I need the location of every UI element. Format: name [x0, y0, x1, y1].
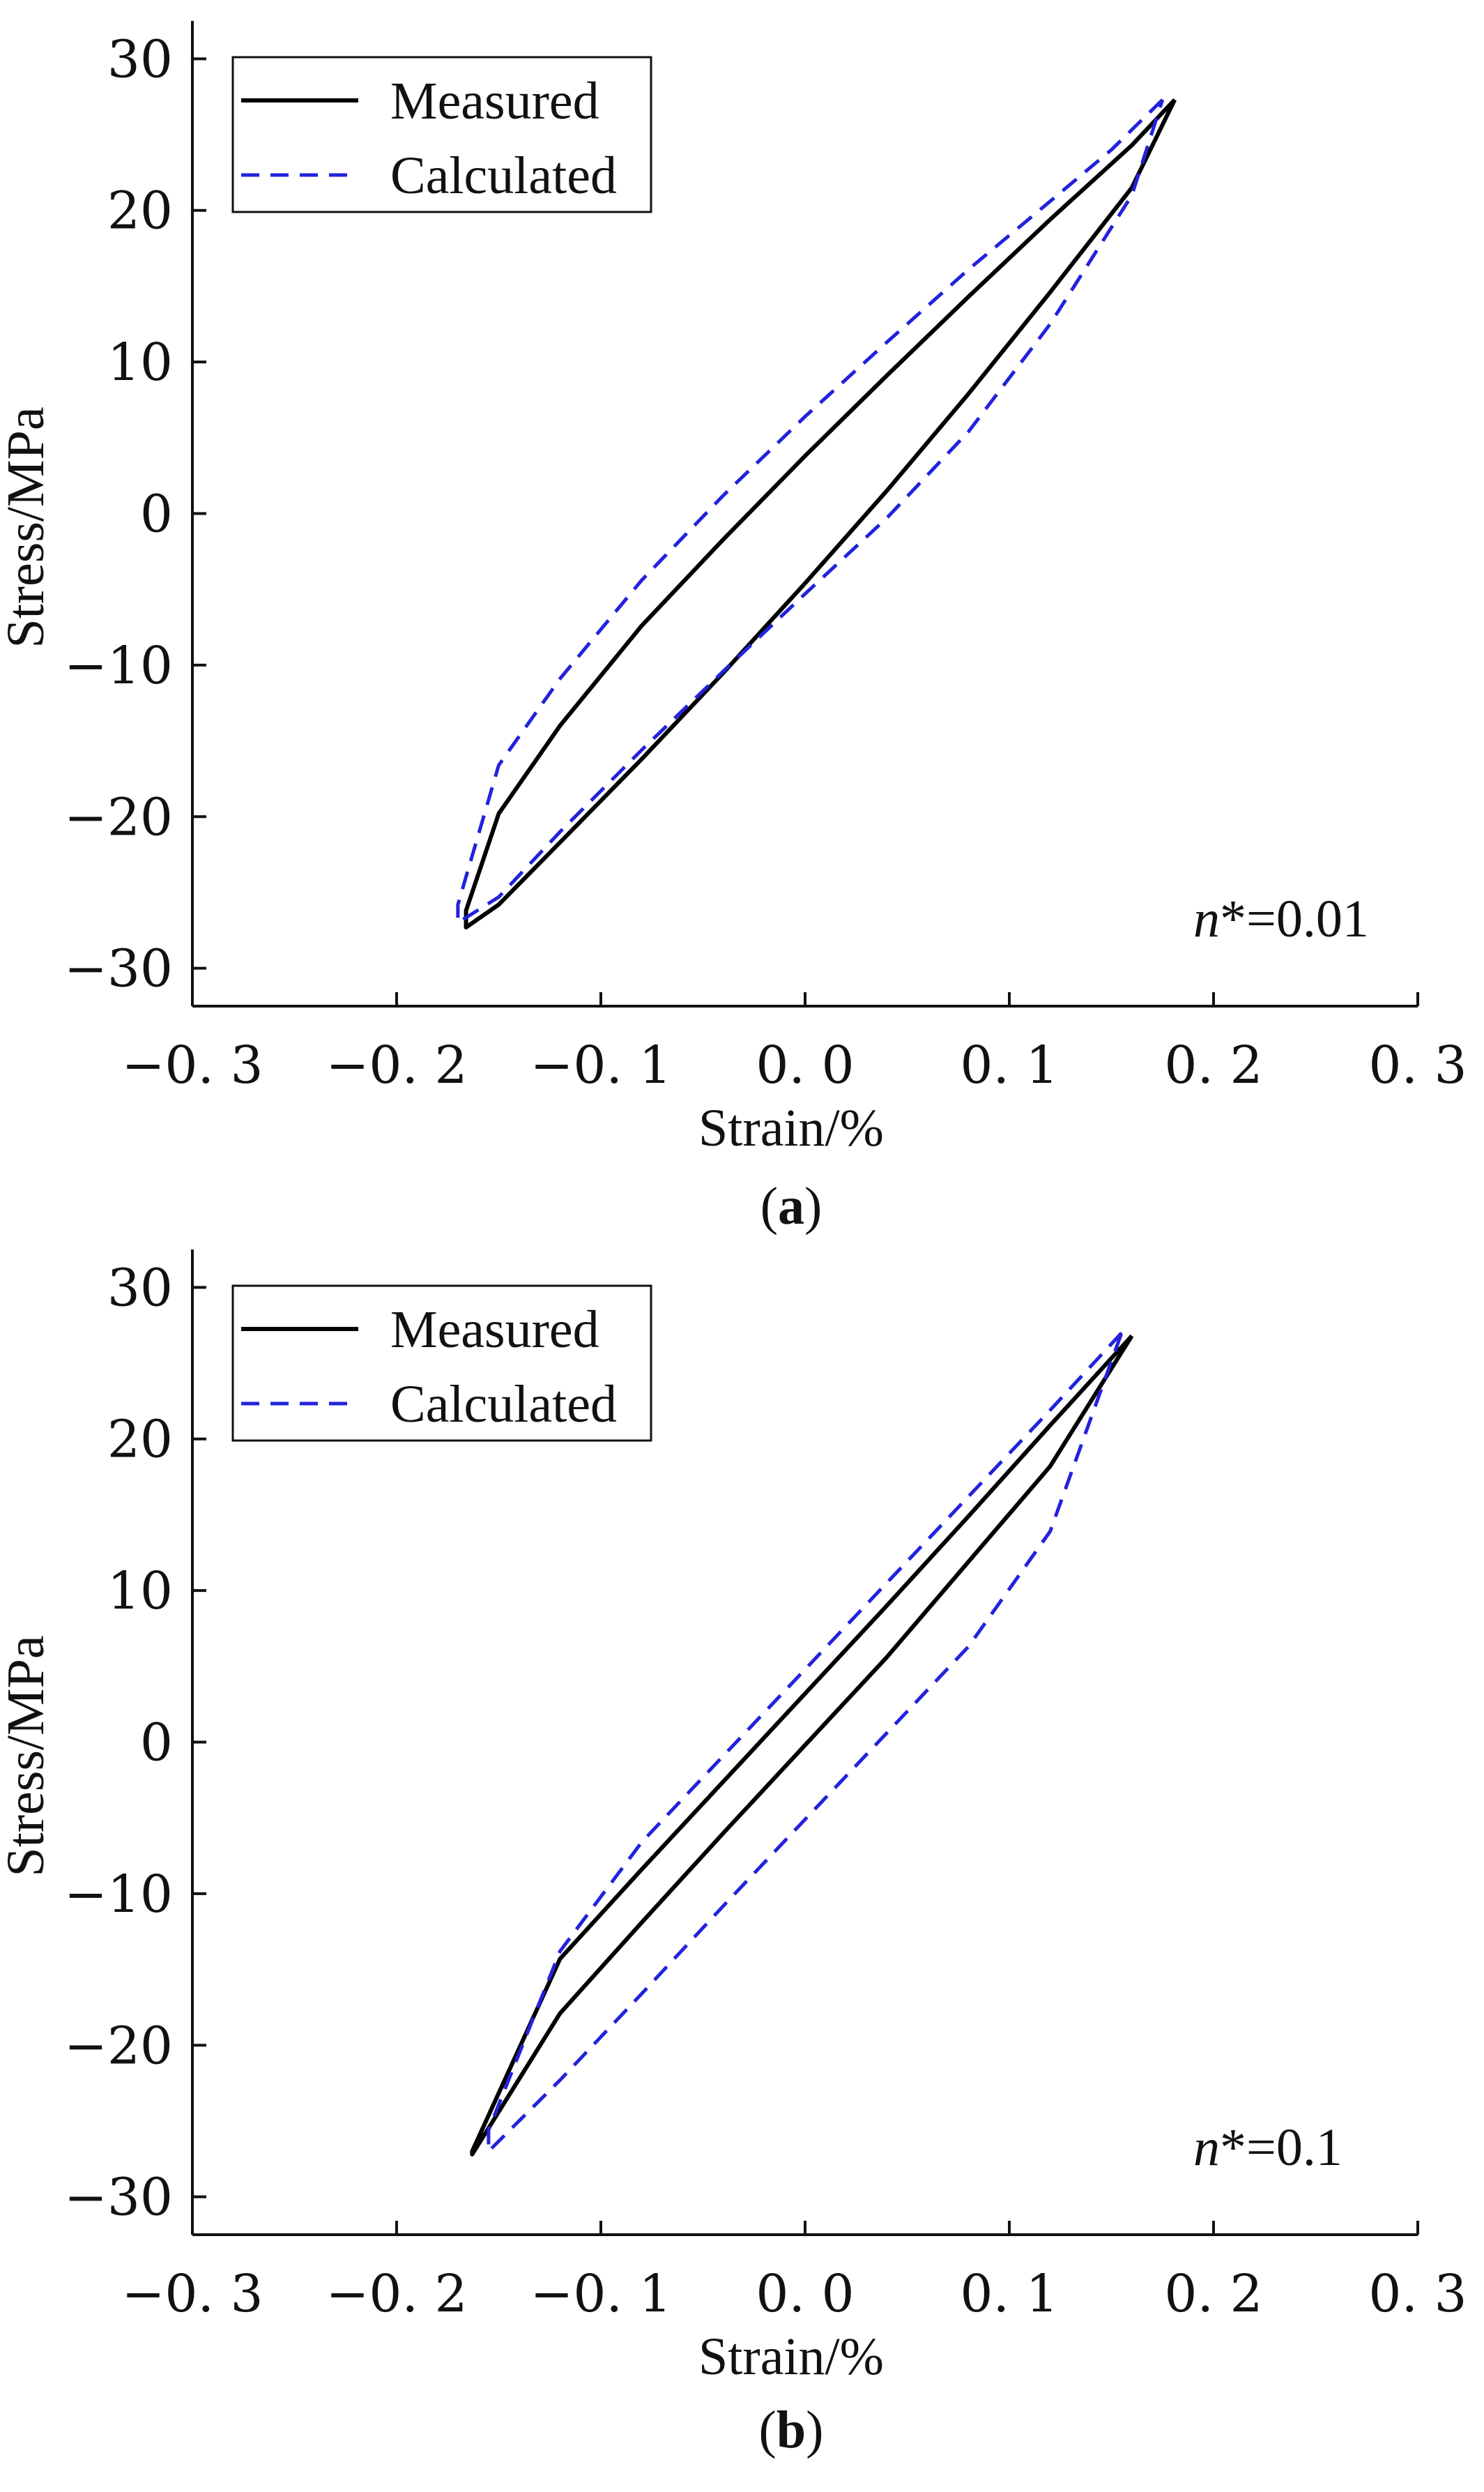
x-tick-label: −0. 2	[326, 2264, 467, 2324]
panel-b: −0. 3 −0. 2 −0. 1 0. 0 0. 1 0. 2 0. 3 −30 −20 −10…	[0, 1249, 1467, 2459]
y-tick-label: 20	[107, 1410, 173, 1470]
n-star-annotation: n*=0.1	[1193, 2118, 1343, 2177]
y-tick-label: 30	[107, 29, 173, 89]
panel-a: −0. 3 −0. 2 −0. 1 0. 0 0. 1 0. 2 0. 3 −30 −20 −10…	[0, 21, 1467, 1236]
x-tick-label: −0. 1	[530, 2264, 671, 2324]
legend-label-calculated: Calculated	[390, 1375, 617, 1434]
x-tick-label: 0. 2	[1164, 2264, 1262, 2324]
y-tick-label: −30	[64, 939, 173, 999]
x-tick-label: 0. 0	[756, 2264, 854, 2324]
legend-label-measured: Measured	[390, 1300, 599, 1359]
x-tick-label: −0. 2	[326, 1035, 467, 1095]
x-tick-label: 0. 0	[756, 1035, 854, 1095]
x-tick-label: −0. 3	[121, 2264, 263, 2324]
x-tick-label: 0. 3	[1368, 1035, 1467, 1095]
x-tick-label: 0. 2	[1164, 1035, 1262, 1095]
x-tick-label: 0. 1	[960, 2264, 1058, 2324]
series-calculated	[487, 1331, 1124, 2153]
y-tick-label: −20	[64, 2016, 173, 2076]
y-tick-label: −10	[64, 1864, 173, 1924]
x-axis-title: Strain/%	[698, 1099, 884, 1157]
n-star-annotation: n*=0.01	[1193, 890, 1369, 948]
legend-label-measured: Measured	[390, 72, 599, 130]
y-tick-label: −20	[64, 787, 173, 847]
y-tick-label: 0	[140, 1713, 173, 1773]
x-tick-label: 0. 1	[960, 1035, 1058, 1095]
series-measured	[464, 98, 1177, 929]
series-calculated	[456, 98, 1165, 925]
y-axis-title: Stress/MPa	[0, 407, 55, 648]
y-tick-label: 10	[107, 333, 173, 393]
y-tick-label: −10	[64, 636, 173, 696]
y-axis-title: Stress/MPa	[0, 1635, 55, 1876]
y-tick-label: 10	[107, 1561, 173, 1621]
series-measured	[470, 1334, 1134, 2157]
y-tick-label: 30	[107, 1258, 173, 1318]
legend-label-calculated: Calculated	[390, 146, 617, 205]
x-tick-label: −0. 3	[121, 1035, 263, 1095]
legend-box	[231, 1284, 652, 1442]
y-tick-label: 20	[107, 181, 173, 241]
y-tick-label: 0	[140, 485, 173, 545]
x-axis-title: Strain/%	[698, 2327, 884, 2386]
legend-box	[231, 56, 652, 213]
panel-label: (b)	[759, 2401, 824, 2459]
panel-label: (a)	[760, 1177, 823, 1236]
x-tick-label: −0. 1	[530, 1035, 671, 1095]
y-tick-label: −30	[64, 2168, 173, 2228]
x-tick-label: 0. 3	[1368, 2264, 1467, 2324]
